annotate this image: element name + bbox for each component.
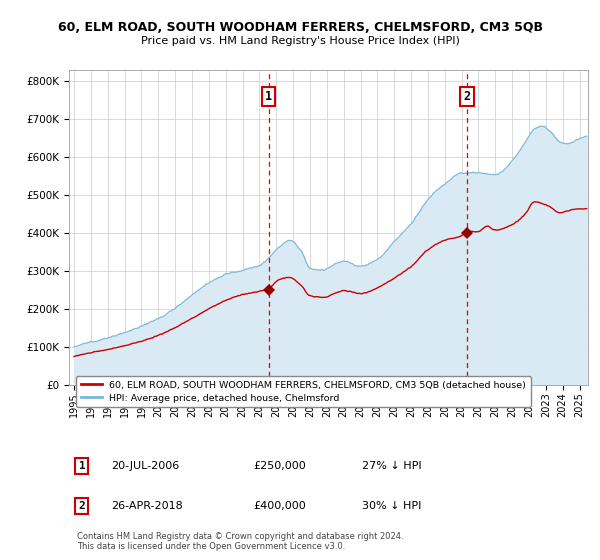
Text: 30% ↓ HPI: 30% ↓ HPI [362,501,422,511]
Text: 26-APR-2018: 26-APR-2018 [112,501,184,511]
Text: 1: 1 [79,461,85,471]
Text: 20-JUL-2006: 20-JUL-2006 [112,461,180,471]
Text: 2: 2 [463,90,470,103]
Text: Contains HM Land Registry data © Crown copyright and database right 2024.
This d: Contains HM Land Registry data © Crown c… [77,531,403,551]
Text: Price paid vs. HM Land Registry's House Price Index (HPI): Price paid vs. HM Land Registry's House … [140,36,460,46]
Text: 60, ELM ROAD, SOUTH WOODHAM FERRERS, CHELMSFORD, CM3 5QB: 60, ELM ROAD, SOUTH WOODHAM FERRERS, CHE… [58,21,542,34]
Legend: 60, ELM ROAD, SOUTH WOODHAM FERRERS, CHELMSFORD, CM3 5QB (detached house), HPI: : 60, ELM ROAD, SOUTH WOODHAM FERRERS, CHE… [76,376,531,407]
Text: 27% ↓ HPI: 27% ↓ HPI [362,461,422,471]
Text: 1: 1 [265,90,272,103]
Text: £400,000: £400,000 [253,501,306,511]
Text: £250,000: £250,000 [253,461,306,471]
Text: 2: 2 [79,501,85,511]
